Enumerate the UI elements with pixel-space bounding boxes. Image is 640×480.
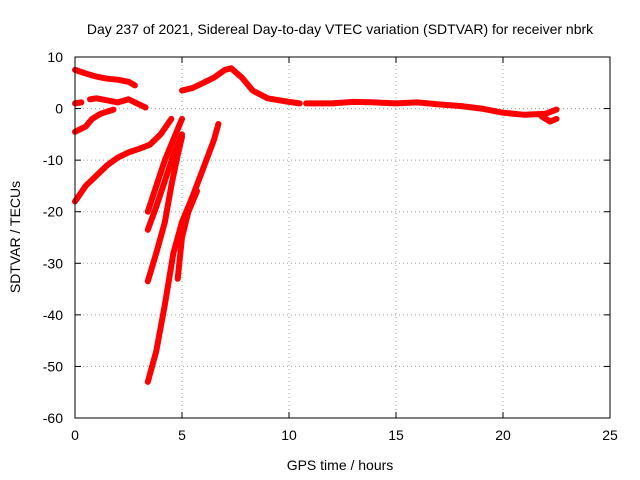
x-axis-label: GPS time / hours: [287, 457, 394, 473]
data-series: [72, 65, 560, 385]
y-axis-label: SDTVAR / TECUs: [7, 181, 23, 293]
axes-ticks: 0 5 10 15 20 25 10 0 -10 -20 -30 -40 -50 -60: [43, 49, 618, 443]
series-arc-2: [72, 99, 85, 107]
series-arc-1: [72, 66, 138, 89]
x-tick-label: 15: [388, 427, 404, 443]
y-tick-label: -40: [43, 307, 63, 323]
series-arc-9: [144, 121, 222, 385]
x-tick-label: 20: [495, 427, 511, 443]
y-tick-label: 0: [55, 101, 63, 117]
chart-title: Day 237 of 2021, Sidereal Day-to-day VTE…: [87, 21, 594, 37]
series-arc-8: [144, 133, 185, 285]
y-tick-label: -60: [43, 410, 63, 426]
y-tick-label: -10: [43, 152, 63, 168]
x-tick-label: 10: [281, 427, 297, 443]
series-arc-10: [174, 188, 200, 282]
series-arc-3: [87, 95, 149, 111]
series-arc-5: [72, 115, 175, 205]
series-arc-12: [303, 98, 560, 118]
series-arc-4: [72, 106, 117, 135]
x-tick-label: 25: [602, 427, 618, 443]
y-tick-label: -20: [43, 204, 63, 220]
y-tick-label: 10: [47, 49, 63, 65]
y-tick-label: -30: [43, 255, 63, 271]
x-tick-label: 5: [178, 427, 186, 443]
series-arc-11: [179, 65, 303, 107]
y-tick-label: -50: [43, 358, 63, 374]
x-tick-label: 0: [71, 427, 79, 443]
plot-frame: [74, 56, 611, 419]
series-arc-13: [538, 113, 560, 125]
series-arc-6: [144, 115, 185, 215]
